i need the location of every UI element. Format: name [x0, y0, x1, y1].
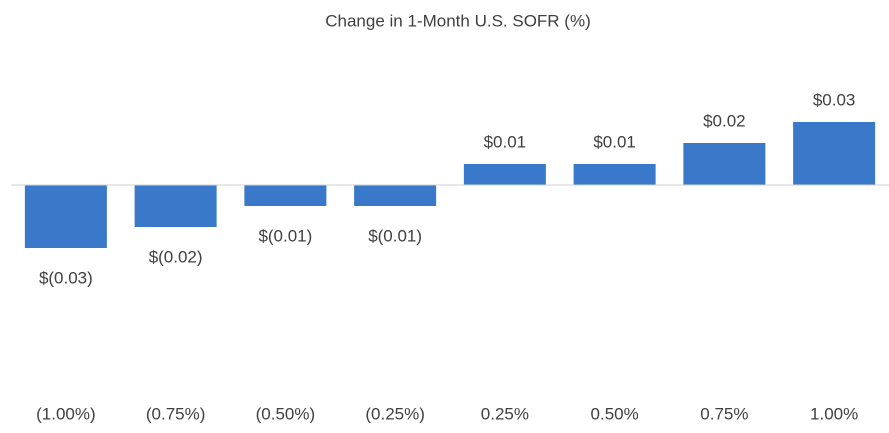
- x-tick-label: 0.25%: [481, 404, 529, 423]
- data-label: $(0.01): [368, 226, 422, 245]
- bar: [683, 143, 766, 185]
- bar: [463, 164, 546, 185]
- data-label: $0.02: [703, 111, 746, 130]
- data-label: $0.03: [813, 90, 856, 109]
- x-tick-label: (0.50%): [256, 404, 316, 423]
- x-tick-label: (1.00%): [36, 404, 96, 423]
- data-label: $0.01: [593, 132, 636, 151]
- x-tick-label: (0.25%): [365, 404, 425, 423]
- bar: [354, 185, 437, 206]
- x-tick-label: 0.75%: [700, 404, 748, 423]
- chart-title: Change in 1-Month U.S. SOFR (%): [325, 11, 590, 30]
- bar: [793, 122, 876, 185]
- data-label: $(0.03): [39, 268, 93, 287]
- data-label: $(0.01): [258, 226, 312, 245]
- x-tick-label: 0.50%: [591, 404, 639, 423]
- bar: [244, 185, 327, 206]
- bar: [573, 164, 656, 185]
- data-label: $0.01: [484, 132, 527, 151]
- x-tick-label: (0.75%): [146, 404, 206, 423]
- x-tick-label: 1.00%: [810, 404, 858, 423]
- data-label: $(0.02): [149, 247, 203, 266]
- bar: [134, 185, 217, 227]
- bar: [24, 185, 107, 248]
